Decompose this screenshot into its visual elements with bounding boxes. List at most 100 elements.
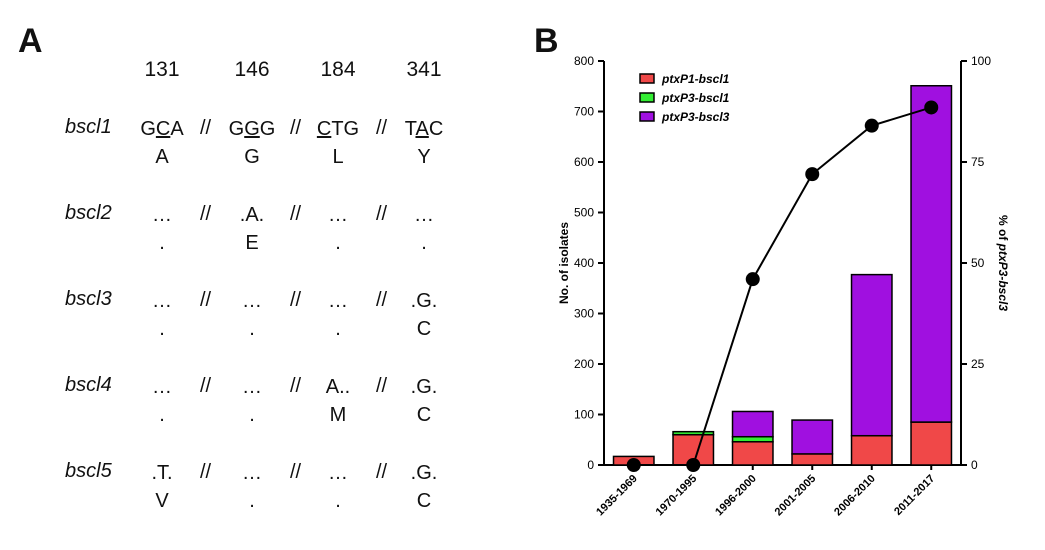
legend-label: ptxP3-bscl1 — [661, 91, 730, 105]
mutated-base: C — [155, 118, 171, 140]
bar-segment — [731, 435, 774, 443]
codon-cell: TAC Y — [399, 117, 449, 169]
position-label: 146 — [234, 58, 270, 81]
codon-cell: …. — [313, 289, 363, 341]
codon-cell: .A. E — [227, 203, 277, 255]
amino-acid: . — [249, 490, 255, 512]
y2-axis-title: % of ptxP3-bscl3 — [996, 215, 1010, 311]
amino-acid: M — [329, 404, 347, 426]
allele-alignment-panel: 131 146 184 341 bscl1 GCA A GGG G CTG L TAC Y//////b… — [0, 0, 500, 550]
separator: // — [376, 461, 388, 483]
legend-swatch — [639, 111, 655, 122]
amino-acid: . — [335, 318, 341, 340]
y2-tick-label: 75 — [971, 155, 985, 169]
amino-acid: C — [416, 490, 432, 512]
separator: // — [200, 289, 212, 311]
codon-cell: …. — [313, 461, 363, 513]
amino-acid: L — [332, 146, 344, 168]
amino-acid: . — [159, 232, 165, 254]
percent-point — [745, 272, 760, 287]
bar-segment — [910, 84, 953, 423]
codon-cell: .G. C — [399, 375, 449, 427]
percent-point — [626, 458, 641, 472]
codon: … — [152, 290, 172, 312]
separator: // — [290, 375, 302, 397]
mutated-base: G — [244, 118, 260, 140]
mutated-base: C — [316, 118, 332, 140]
allele-name: bscl1 — [65, 116, 112, 138]
legend-label: ptxP1-bscl1 — [661, 72, 730, 86]
percent-line — [633, 106, 932, 466]
codon: A.. — [325, 376, 351, 398]
x-tick-label: 1935-1969 — [594, 473, 640, 519]
x-tick-label: 1996-2000 — [713, 473, 759, 519]
legend-swatch — [639, 92, 655, 103]
allele-name: bscl4 — [65, 374, 112, 396]
codon: … — [242, 376, 262, 398]
y-tick-label: 600 — [574, 155, 594, 169]
amino-acid: . — [421, 232, 427, 254]
legend-label: ptxP3-bscl3 — [661, 110, 730, 124]
bar-segment — [910, 421, 953, 466]
bar-segment — [850, 434, 893, 466]
codon: … — [242, 462, 262, 484]
y2-tick-label: 100 — [971, 54, 991, 68]
x-tick-label: 2001-2005 — [773, 473, 819, 519]
codon: .G. — [410, 376, 438, 398]
codon-cell: …. — [313, 203, 363, 255]
codon: … — [328, 462, 348, 484]
allele-name: bscl2 — [65, 202, 112, 224]
percent-point — [864, 118, 879, 133]
x-tick-label: 2011-2017 — [892, 473, 937, 518]
y-tick-label: 500 — [574, 206, 594, 220]
bar-segment — [731, 410, 774, 438]
separator: // — [290, 461, 302, 483]
codon-cell: …. — [227, 375, 277, 427]
bar-segment — [791, 419, 834, 455]
y-tick-label: 800 — [574, 54, 594, 68]
percent-point — [924, 100, 939, 115]
legend-swatch — [639, 73, 655, 84]
codon-cell: GGG G — [227, 117, 277, 169]
separator: // — [200, 375, 212, 397]
codon: GCA — [140, 118, 184, 140]
codon-cell: …. — [137, 375, 187, 427]
separator: // — [376, 289, 388, 311]
codon-cell: …. — [137, 289, 187, 341]
separator: // — [200, 461, 212, 483]
y-axis-title: No. of isolates — [557, 222, 571, 304]
amino-acid: A — [155, 146, 169, 168]
codon-cell: CTG L — [313, 117, 363, 169]
y2-tick-label: 25 — [971, 357, 985, 371]
separator: // — [376, 117, 388, 139]
separator: // — [376, 375, 388, 397]
bar-segment — [672, 430, 715, 436]
codon-cell: …. — [227, 289, 277, 341]
y-tick-label: 700 — [574, 105, 594, 119]
mutated-base: A — [415, 118, 429, 140]
bar-segment — [791, 453, 834, 466]
panel-b-label: B — [534, 22, 559, 60]
isolates-chart: 0 100 200 300 400 500 600 700 800 0 25 50 75 100 No. o… — [557, 54, 1010, 519]
codon: … — [152, 204, 172, 226]
x-tick-label: 1970-1995 — [654, 473, 700, 519]
codon-cell: A.. M — [313, 375, 363, 427]
codon: CTG — [316, 118, 360, 140]
amino-acid: Y — [417, 146, 431, 168]
amino-acid: . — [249, 404, 255, 426]
codon-cell: .G. C — [399, 461, 449, 513]
percent-point — [686, 458, 701, 472]
y-tick-label: 300 — [574, 307, 594, 321]
panel-a-label: A — [18, 22, 43, 60]
codon-cell: .T. V — [137, 461, 187, 513]
amino-acid: . — [159, 404, 165, 426]
codon-cell: …. — [227, 461, 277, 513]
bar-segment — [731, 441, 774, 466]
codon: … — [414, 204, 434, 226]
amino-acid: . — [159, 318, 165, 340]
codon-cell: .G. C — [399, 289, 449, 341]
position-label: 184 — [320, 58, 356, 81]
percent-point — [805, 167, 820, 182]
allele-name: bscl3 — [65, 288, 112, 310]
separator: // — [200, 203, 212, 225]
